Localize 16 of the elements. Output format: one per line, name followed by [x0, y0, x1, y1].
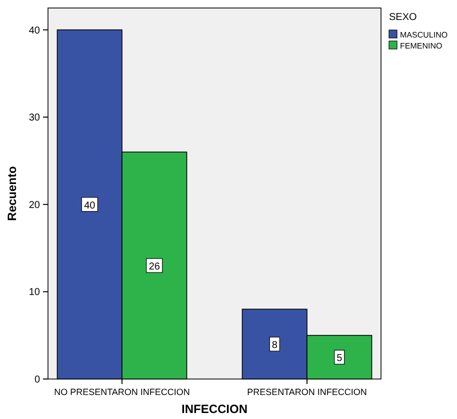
- legend-title: SEXO: [389, 12, 418, 23]
- x-tick-label: PRESENTARON INFECCION: [247, 387, 367, 397]
- y-axis-title: Recuento: [5, 166, 19, 221]
- legend-label: MASCULINO: [400, 30, 448, 40]
- y-tick-label: 0: [34, 374, 40, 386]
- data-label: 5: [336, 353, 343, 364]
- y-tick-label: 30: [28, 112, 40, 124]
- y-tick-label: 20: [28, 200, 40, 211]
- data-label: 26: [148, 262, 160, 273]
- legend-label: FEMENINO: [400, 42, 442, 50]
- x-tick-label: NO PRESENTARON INFECCION: [54, 387, 190, 397]
- y-tick-label: 40: [28, 25, 40, 36]
- data-label: 40: [84, 200, 96, 212]
- y-tick-label: 10: [28, 287, 40, 298]
- data-label: 8: [272, 340, 278, 352]
- x-axis-title: INFECCION: [182, 402, 248, 416]
